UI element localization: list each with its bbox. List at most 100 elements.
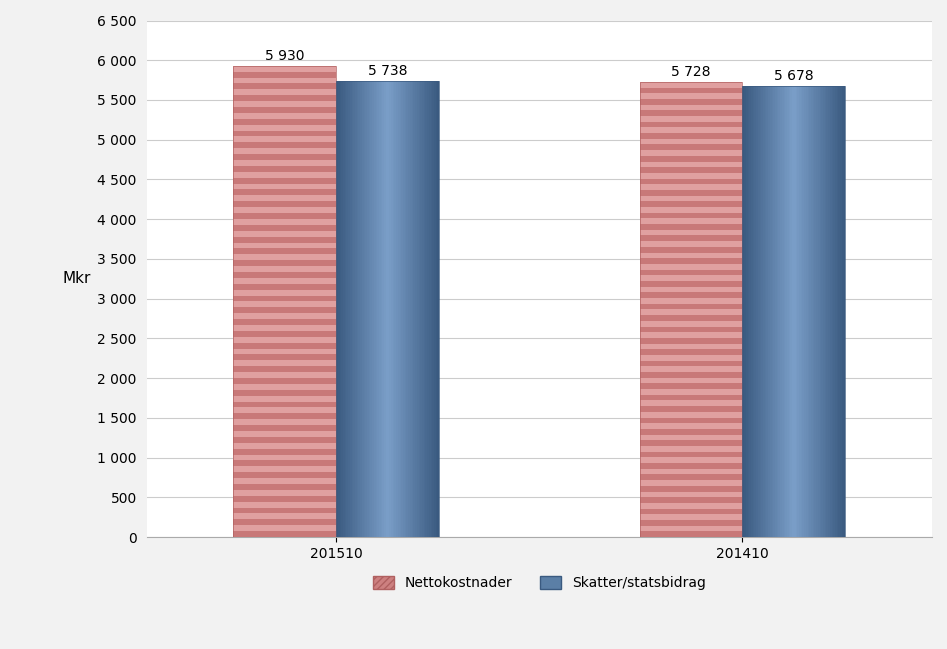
Bar (436, 81, 438, 537)
Bar (639, 224, 742, 230)
Bar (233, 107, 336, 113)
Bar (768, 86, 770, 537)
Bar (639, 116, 742, 121)
Bar (639, 195, 742, 201)
Bar (233, 237, 336, 243)
Bar (639, 423, 742, 429)
Bar (233, 154, 336, 160)
Bar (423, 81, 425, 537)
Bar (233, 190, 336, 195)
Bar (639, 293, 742, 298)
Bar (233, 225, 336, 231)
Bar (639, 162, 742, 167)
Bar (838, 86, 840, 537)
Bar (639, 275, 742, 281)
Bar (794, 86, 795, 537)
Bar (759, 86, 761, 537)
Bar (789, 86, 791, 537)
Bar (233, 496, 336, 502)
Bar (233, 71, 336, 78)
Bar (233, 472, 336, 478)
Bar (233, 502, 336, 508)
Bar (233, 295, 336, 301)
Bar (233, 319, 336, 325)
Bar (233, 331, 336, 337)
Text: 5 930: 5 930 (265, 49, 305, 62)
Bar (778, 86, 780, 537)
Bar (233, 325, 336, 331)
Bar (639, 355, 742, 361)
Bar (639, 281, 742, 287)
Bar (791, 86, 792, 537)
Bar (639, 82, 742, 537)
Bar (233, 467, 336, 472)
Bar (233, 354, 336, 360)
Bar (233, 201, 336, 207)
Bar (782, 86, 783, 537)
Bar (639, 247, 742, 252)
Bar (808, 86, 810, 537)
Bar (233, 184, 336, 190)
Bar (801, 86, 802, 537)
Bar (233, 454, 336, 460)
Bar (233, 136, 336, 142)
Bar (233, 425, 336, 431)
Bar (804, 86, 806, 537)
Bar (639, 315, 742, 321)
Bar (785, 86, 787, 537)
Bar (400, 81, 402, 537)
Bar (639, 190, 742, 195)
Bar (639, 99, 742, 104)
Bar (811, 86, 813, 537)
Bar (233, 289, 336, 295)
Bar (415, 81, 417, 537)
Bar (819, 86, 821, 537)
Bar (233, 349, 336, 354)
Text: 5 678: 5 678 (774, 69, 813, 82)
Bar (639, 178, 742, 184)
Bar (233, 101, 336, 107)
Bar (347, 81, 348, 537)
Bar (413, 81, 415, 537)
Bar (233, 266, 336, 272)
Bar (797, 86, 799, 537)
Bar (639, 156, 742, 162)
Bar (814, 86, 816, 537)
Bar (783, 86, 785, 537)
Bar (233, 78, 336, 84)
Bar (419, 81, 420, 537)
Bar (422, 81, 423, 537)
Bar (780, 86, 782, 537)
Bar (355, 81, 357, 537)
Bar (425, 81, 427, 537)
Bar (639, 88, 742, 93)
Bar (233, 125, 336, 130)
Bar (357, 81, 359, 537)
Bar (758, 86, 759, 537)
Bar (233, 249, 336, 254)
Bar (639, 338, 742, 343)
Text: 5 728: 5 728 (671, 65, 710, 79)
Bar (432, 81, 434, 537)
Bar (806, 86, 808, 537)
Bar (233, 448, 336, 454)
Bar (233, 484, 336, 490)
Bar (639, 252, 742, 258)
Bar (830, 86, 831, 537)
Bar (374, 81, 376, 537)
Bar (639, 104, 742, 110)
Text: 5 738: 5 738 (367, 64, 407, 78)
Bar (639, 150, 742, 156)
Bar (393, 81, 395, 537)
Bar (233, 508, 336, 513)
Bar (398, 81, 400, 537)
Bar (639, 310, 742, 315)
Bar (233, 419, 336, 425)
Bar (639, 469, 742, 474)
Bar (751, 86, 753, 537)
Bar (639, 173, 742, 178)
Bar (639, 406, 742, 412)
Bar (639, 298, 742, 304)
Bar (772, 86, 774, 537)
Bar (396, 81, 398, 537)
